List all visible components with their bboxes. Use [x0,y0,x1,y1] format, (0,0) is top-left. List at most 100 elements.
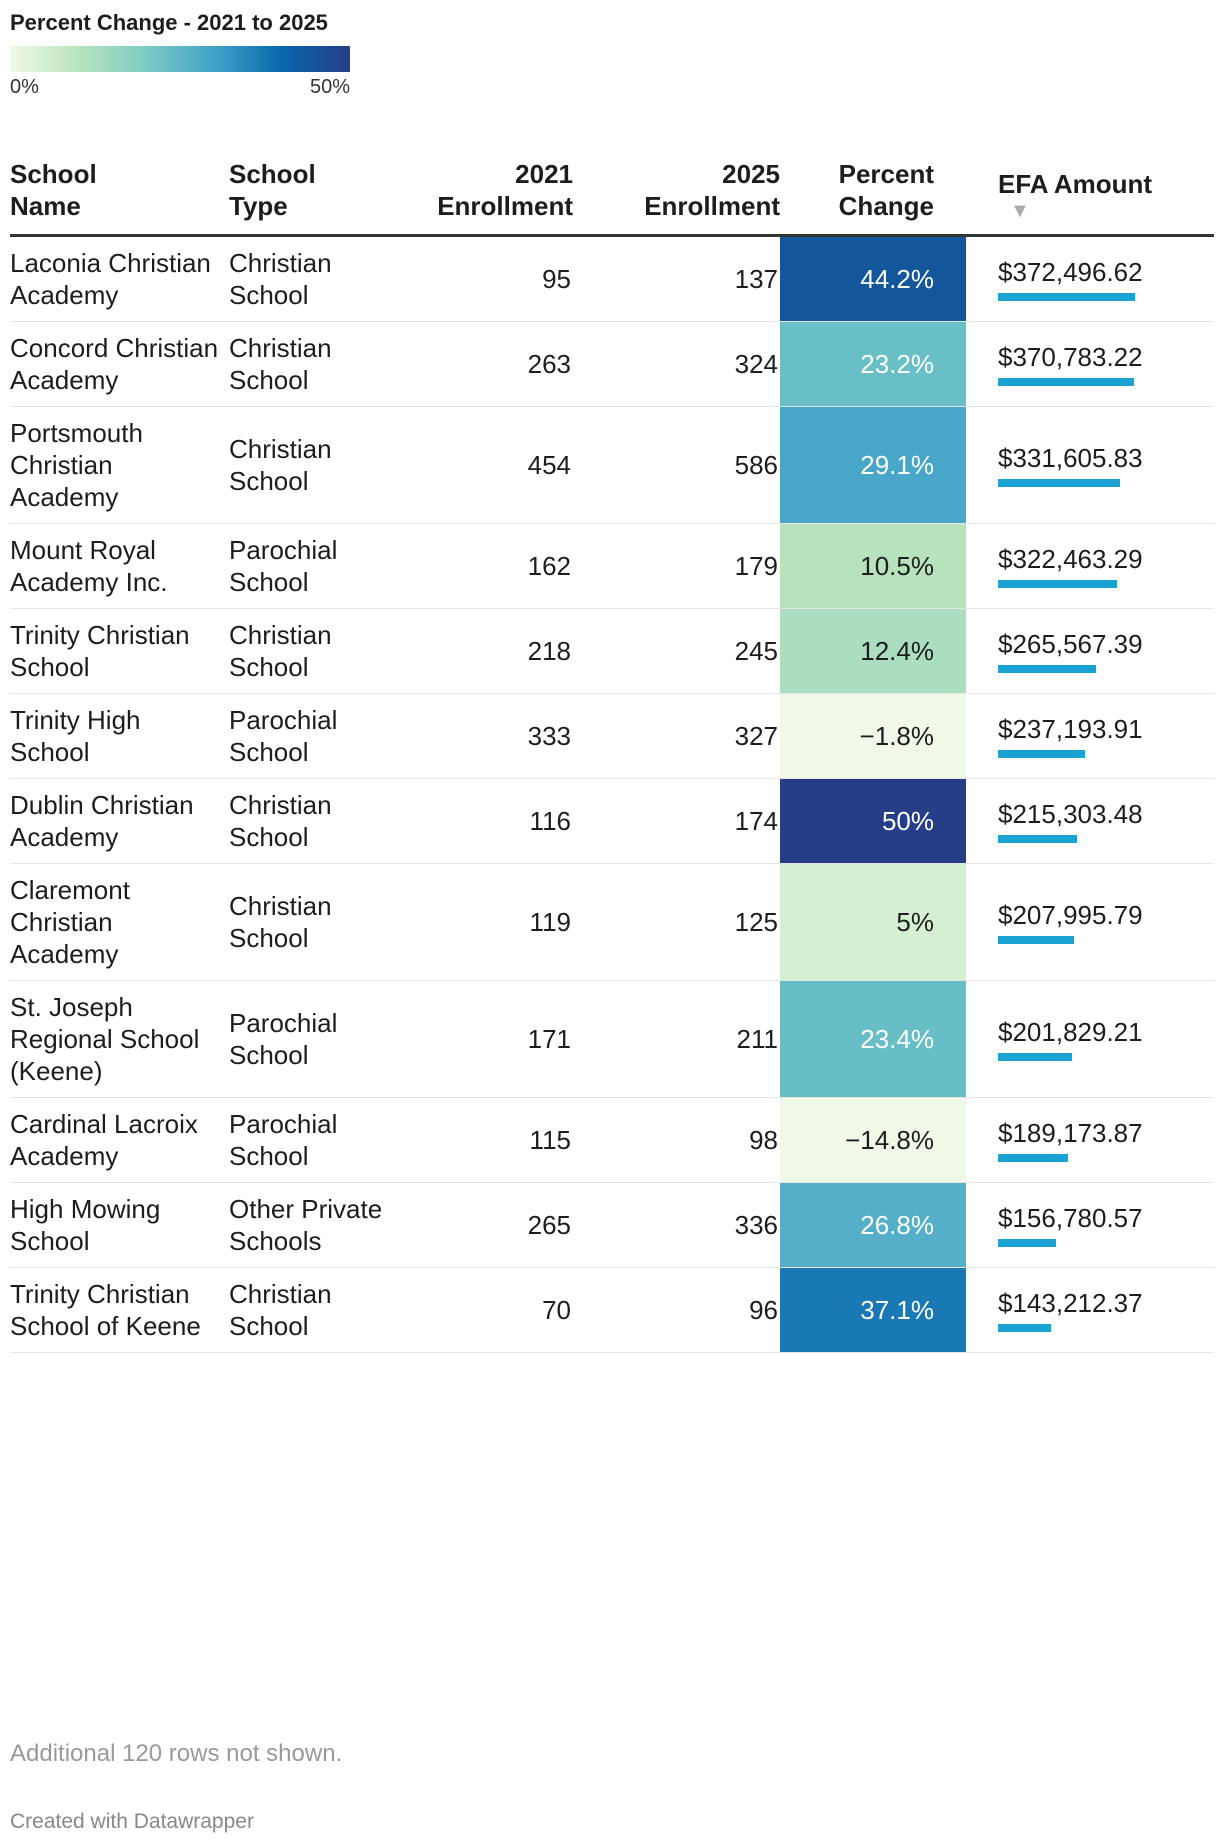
table-row: High Mowing School Other Private Schools 2… [10,1182,1214,1268]
table-row: Trinity Christian School of Keene Christi… [10,1267,1214,1353]
enrollment-2021-cell: 171 [412,980,573,1098]
header-2021-enrollment[interactable]: 2021 Enrollment [412,158,573,237]
efa-amount-cell: $189,173.87 [966,1097,1214,1183]
enrollment-2025-cell: 137 [573,235,780,322]
efa-amount-bar [998,750,1085,758]
enrollment-2021-cell: 116 [412,778,573,864]
school-type-cell: Christian School [229,608,412,694]
enrollment-2025-cell: 174 [573,778,780,864]
efa-amount-bar [998,1324,1051,1332]
efa-amount-value: $201,829.21 [998,1017,1143,1047]
table-row: Trinity Christian School Christian School… [10,608,1214,694]
school-name-cell: High Mowing School [10,1182,229,1268]
percent-change-cell: 44.2% [780,235,966,322]
enrollment-2025-cell: 179 [573,523,780,609]
datawrapper-credit[interactable]: Created with Datawrapper [10,1810,254,1833]
percent-change-cell: 12.4% [780,608,966,694]
percent-change-cell: 29.1% [780,406,966,524]
sort-descending-icon[interactable]: ▼ [1010,200,1030,222]
percent-change-cell: 50% [780,778,966,864]
enrollment-2025-cell: 211 [573,980,780,1098]
school-type-cell: Parochial School [229,1097,412,1183]
enrollment-2025-cell: 586 [573,406,780,524]
header-percent-line1: Percent [838,159,934,189]
percent-change-cell: −14.8% [780,1097,966,1183]
efa-amount-cell: $156,780.57 [966,1182,1214,1268]
school-name-cell: Portsmouth Christian Academy [10,406,229,524]
percent-change-cell: −1.8% [780,693,966,779]
enrollment-2021-cell: 263 [412,321,573,407]
enrollment-2021-cell: 162 [412,523,573,609]
enrollment-2025-cell: 327 [573,693,780,779]
efa-amount-value: $370,783.22 [998,342,1143,372]
enrollment-2025-cell: 324 [573,321,780,407]
table-body: Laconia Christian Academy Christian Schoo… [10,235,1214,1353]
school-type-cell: Parochial School [229,523,412,609]
table-row: Laconia Christian Academy Christian Schoo… [10,235,1214,322]
percent-change-cell: 5% [780,863,966,981]
percent-change-cell: 26.8% [780,1182,966,1268]
efa-amount-value: $215,303.48 [998,799,1143,829]
efa-amount-value: $322,463.29 [998,544,1143,574]
header-percent-change[interactable]: Percent Change [780,158,966,237]
efa-amount-bar [998,580,1117,588]
enrollment-2025-cell: 125 [573,863,780,981]
enrollment-2025-cell: 98 [573,1097,780,1183]
efa-amount-bar [998,1053,1072,1061]
efa-amount-cell: $207,995.79 [966,863,1214,981]
school-name-cell: Claremont Christian Academy [10,863,229,981]
school-name-cell: St. Joseph Regional School (Keene) [10,980,229,1098]
header-row: School Name School Type 2021 Enrollment … [10,158,1214,237]
enrollment-2021-cell: 454 [412,406,573,524]
efa-amount-cell: $372,496.62 [966,235,1214,322]
efa-amount-value: $265,567.39 [998,629,1143,659]
efa-amount-bar [998,665,1096,673]
school-type-cell: Christian School [229,321,412,407]
percent-change-cell: 23.2% [780,321,966,407]
school-type-cell: Christian School [229,235,412,322]
school-type-cell: Other Private Schools [229,1182,412,1268]
efa-amount-bar [998,936,1074,944]
school-name-cell: Cardinal Lacroix Academy [10,1097,229,1183]
percent-change-cell: 10.5% [780,523,966,609]
school-name-cell: Dublin Christian Academy [10,778,229,864]
header-school-name[interactable]: School Name [10,158,229,237]
legend-min-label: 0% [10,76,39,98]
enrollment-2021-cell: 218 [412,608,573,694]
efa-amount-value: $237,193.91 [998,714,1143,744]
legend-title: Percent Change - 2021 to 2025 [10,10,328,35]
school-name-cell: Trinity Christian School [10,608,229,694]
efa-amount-value: $331,605.83 [998,443,1143,473]
efa-amount-bar [998,835,1077,843]
efa-amount-cell: $215,303.48 [966,778,1214,864]
legend-labels: 0% 50% [10,76,350,100]
header-school-name-line1: School [10,159,97,189]
table-row: Claremont Christian Academy Christian Sch… [10,863,1214,981]
enrollment-2025-cell: 96 [573,1267,780,1353]
percent-change-cell: 23.4% [780,980,966,1098]
school-name-cell: Mount Royal Academy Inc. [10,523,229,609]
school-type-cell: Christian School [229,1267,412,1353]
efa-amount-bar [998,1239,1056,1247]
enrollment-2025-cell: 245 [573,608,780,694]
header-2025-enrollment[interactable]: 2025 Enrollment [573,158,780,237]
efa-amount-value: $156,780.57 [998,1203,1143,1233]
enrollment-2021-cell: 333 [412,693,573,779]
efa-amount-value: $143,212.37 [998,1288,1143,1318]
header-school-type[interactable]: School Type [229,158,412,237]
header-efa-amount[interactable]: EFA Amount ▼ [966,158,1214,237]
school-type-cell: Christian School [229,778,412,864]
school-name-cell: Trinity Christian School of Keene [10,1267,229,1353]
header-school-type-line2: Type [229,191,288,221]
efa-amount-cell: $331,605.83 [966,406,1214,524]
efa-amount-cell: $237,193.91 [966,693,1214,779]
header-2025-line2: Enrollment [644,191,780,221]
header-school-type-line1: School [229,159,316,189]
header-school-name-line2: Name [10,191,81,221]
table-row: Dublin Christian Academy Christian School… [10,778,1214,864]
efa-amount-bar [998,293,1135,301]
table-row: Portsmouth Christian Academy Christian Sc… [10,406,1214,524]
table-row: Concord Christian Academy Christian Schoo… [10,321,1214,407]
efa-amount-value: $372,496.62 [998,257,1143,287]
efa-amount-bar [998,378,1134,386]
